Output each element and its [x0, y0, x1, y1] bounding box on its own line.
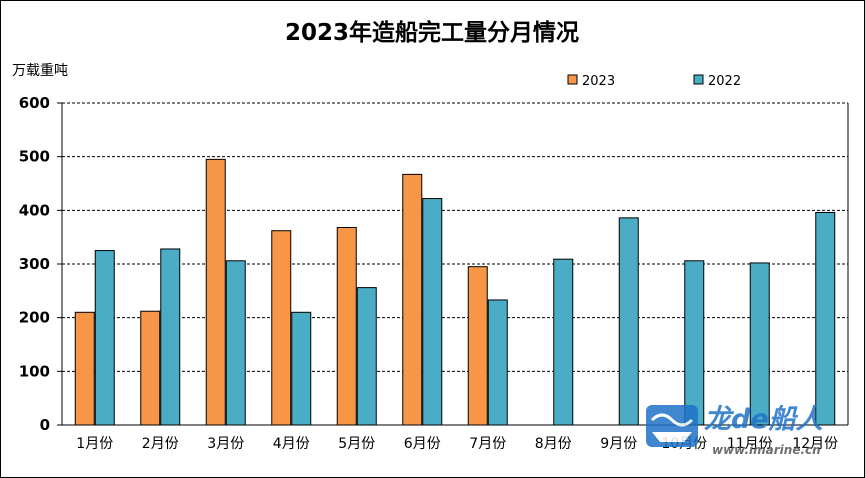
watermark: 龙de船人 www.imarine.cn: [646, 404, 823, 457]
bar-2023: [271, 230, 292, 426]
legend-swatch-2023: [567, 74, 578, 85]
y-tick-label: 600: [19, 94, 50, 112]
bar-2023: [336, 227, 357, 426]
bar-2022: [487, 299, 508, 426]
x-tick-label: 11月份: [727, 436, 773, 452]
x-tick-label: 1月份: [76, 436, 113, 452]
gridlines: [62, 102, 848, 372]
bar-2022: [684, 260, 705, 426]
x-tick-label: 9月份: [600, 436, 637, 452]
watermark-logo-wave: [650, 413, 694, 427]
x-tick-label: 12月份: [792, 436, 838, 452]
chart-title: 2023年造船完工量分月情况: [285, 19, 579, 46]
y-tick-label: 0: [40, 416, 50, 434]
bar-2022: [94, 250, 115, 426]
bar-2022: [618, 217, 639, 426]
bar-2023: [205, 158, 226, 426]
axes: [57, 102, 849, 426]
x-tick-label: 7月份: [469, 436, 506, 452]
bar-2022: [749, 262, 770, 426]
x-tick-label: 6月份: [404, 436, 441, 452]
x-tick-label: 4月份: [273, 436, 310, 452]
bar-2022: [225, 260, 246, 426]
legend-label-2022: 2022: [708, 74, 741, 89]
bar-2023: [140, 310, 161, 426]
bar-2023: [402, 173, 423, 426]
watermark-url: www.imarine.cn: [712, 443, 821, 457]
bars: [74, 158, 836, 426]
bar-2022: [422, 198, 443, 426]
x-tick-label: 8月份: [535, 436, 572, 452]
x-tick-label: 3月份: [207, 436, 244, 452]
bar-2022: [291, 311, 312, 426]
y-tick-label: 200: [19, 309, 50, 327]
y-tick-labels: 0 100 200 300 400 500 600: [19, 94, 50, 434]
x-tick-label: 5月份: [338, 436, 375, 452]
bar-2023: [74, 311, 95, 426]
legend: 2023 2022: [567, 74, 741, 89]
x-tick-label: 2月份: [142, 436, 179, 452]
bar-2022: [160, 248, 181, 426]
legend-label-2023: 2023: [582, 74, 615, 89]
watermark-logo-ship: [652, 432, 692, 442]
legend-swatch-2022: [693, 74, 704, 85]
bar-2022: [553, 258, 574, 426]
x-tick-labels: 1月份2月份3月份4月份5月份6月份7月份8月份9月份10月份11月份12月份: [76, 436, 838, 452]
watermark-brand: 龙de船人: [704, 404, 823, 435]
bar-2022: [356, 287, 377, 426]
bar-2022: [815, 211, 836, 426]
y-axis-unit-label: 万载重吨: [12, 63, 68, 79]
y-tick-label: 400: [19, 201, 50, 219]
y-tick-label: 100: [19, 362, 50, 380]
bar-2023: [467, 266, 488, 426]
y-tick-label: 300: [19, 255, 50, 273]
y-tick-label: 500: [19, 148, 50, 166]
